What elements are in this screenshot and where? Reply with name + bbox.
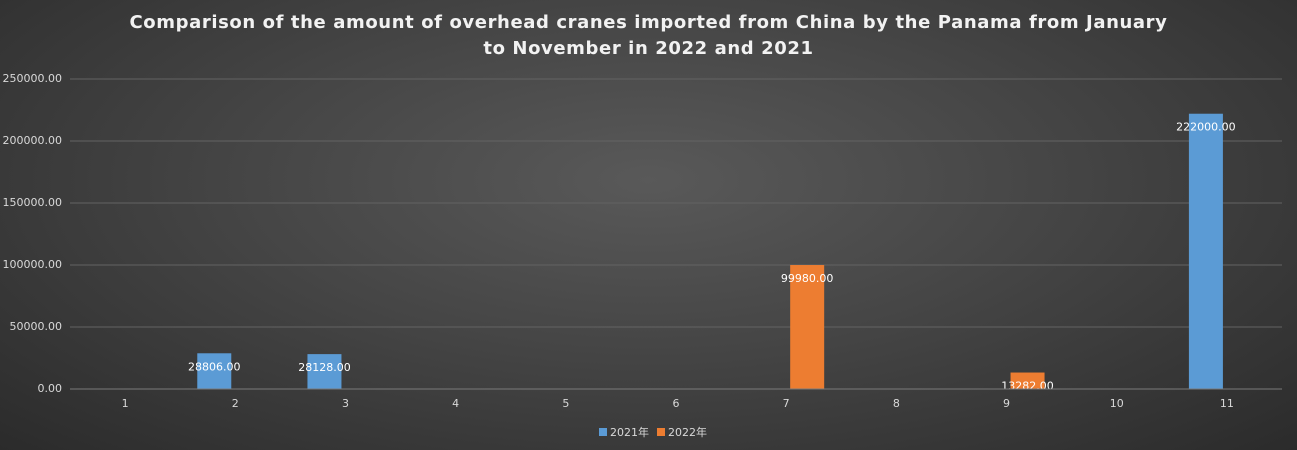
x-tick-label: 5	[562, 397, 569, 410]
x-tick-label: 7	[783, 397, 790, 410]
y-tick-label: 250000.00	[3, 72, 63, 85]
y-tick-label: 0.00	[38, 382, 63, 395]
x-tick-label: 2	[232, 397, 239, 410]
legend-label: 2021年	[610, 425, 649, 439]
x-tick-label: 11	[1220, 397, 1234, 410]
x-tick-label: 8	[893, 397, 900, 410]
x-tick-label: 10	[1110, 397, 1124, 410]
data-label: 99980.00	[781, 272, 834, 285]
y-tick-label: 50000.00	[10, 320, 63, 333]
bar	[1188, 113, 1223, 389]
data-label: 28128.00	[298, 361, 351, 374]
legend-swatch	[657, 428, 665, 436]
bar	[307, 354, 342, 389]
bar	[1010, 372, 1045, 389]
x-tick-label: 1	[122, 397, 129, 410]
y-tick-label: 100000.00	[3, 258, 63, 271]
y-tick-label: 200000.00	[3, 134, 63, 147]
data-label: 28806.00	[188, 360, 241, 373]
data-label: 222000.00	[1176, 121, 1236, 134]
x-tick-label: 3	[342, 397, 349, 410]
bar	[197, 353, 232, 389]
y-tick-label: 150000.00	[3, 196, 63, 209]
chart-title: Comparison of the amount of overhead cra…	[129, 12, 1168, 59]
legend-swatch	[599, 428, 607, 436]
x-tick-label: 9	[1003, 397, 1010, 410]
bar	[790, 265, 825, 389]
legend-label: 2022年	[668, 425, 707, 439]
x-tick-label: 4	[452, 397, 459, 410]
x-tick-label: 6	[673, 397, 680, 410]
data-label: 13282.00	[1001, 380, 1054, 393]
